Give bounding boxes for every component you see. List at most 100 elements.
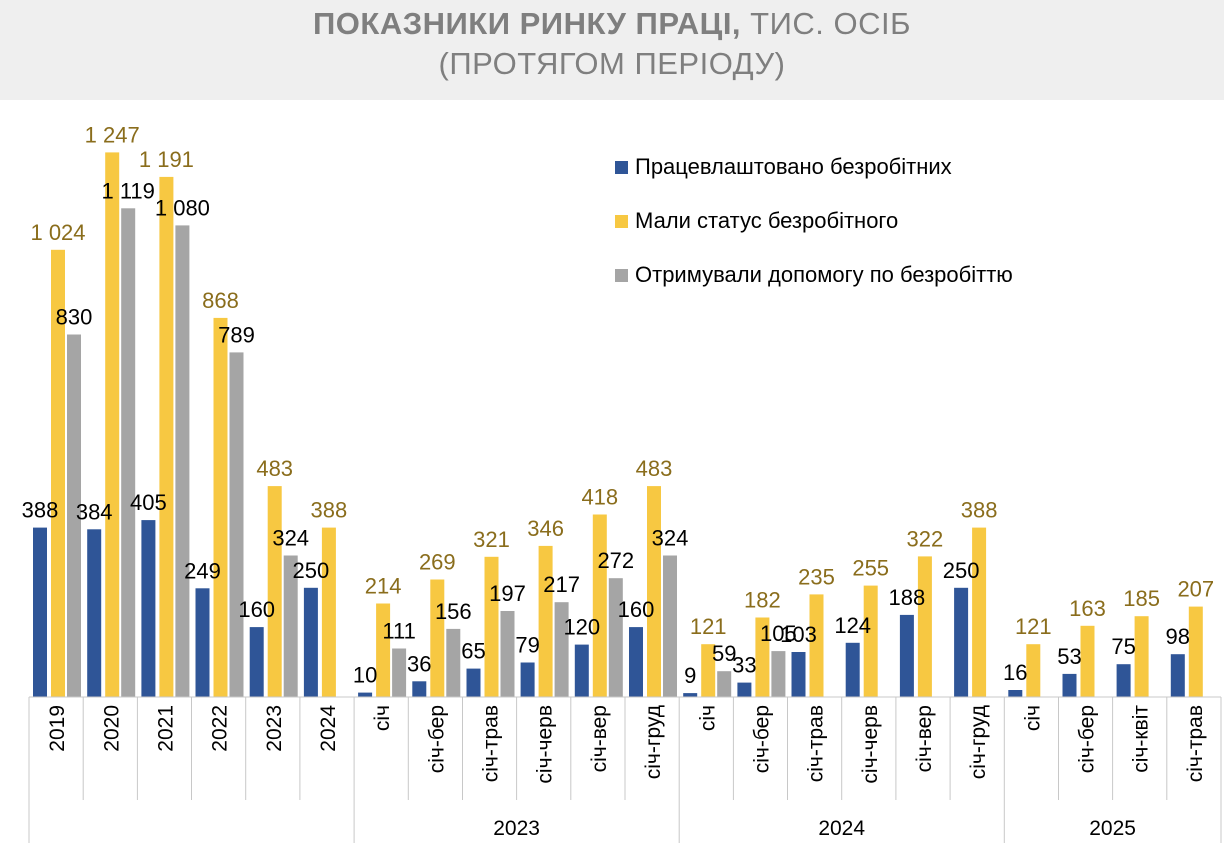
x-tick-label: січ (371, 705, 394, 731)
bar-employed (683, 693, 698, 697)
chart-title-units: ТИС. ОСІБ (741, 6, 911, 41)
data-label-benefit: 324 (272, 526, 309, 551)
data-label-employed: 249 (184, 558, 221, 583)
data-label-status: 322 (907, 526, 944, 551)
bar-benefit (500, 611, 515, 697)
data-label-employed: 75 (1111, 634, 1135, 659)
x-tick-label: 2020 (100, 705, 123, 752)
bar-status (538, 545, 553, 697)
x-tick-label: січ-бер (425, 705, 448, 773)
data-label-benefit: 1 080 (155, 195, 210, 220)
data-label-employed: 16 (1003, 660, 1027, 685)
bar-status (51, 249, 65, 698)
data-label-status: 483 (636, 456, 673, 481)
bar-employed (1008, 690, 1023, 697)
data-label-status: 121 (1015, 614, 1052, 639)
data-label-benefit: 217 (543, 572, 580, 597)
x-tick-label: січ-вер (588, 705, 611, 772)
bar-benefit (446, 628, 461, 697)
x-group-label: 2025 (1089, 817, 1136, 840)
bar-benefit (67, 334, 81, 697)
bar-status (701, 644, 716, 697)
bar-benefit (392, 648, 407, 697)
data-label-benefit: 789 (218, 322, 255, 347)
data-label-status: 269 (419, 550, 456, 575)
bar-status (430, 579, 445, 697)
bar-status (755, 617, 770, 697)
bar-employed (737, 682, 752, 697)
bar-benefit (608, 578, 623, 697)
data-label-employed: 160 (238, 597, 275, 622)
bar-benefit (175, 225, 190, 697)
data-label-employed: 250 (293, 558, 330, 583)
data-label-status: 388 (961, 498, 998, 523)
bar-employed (1062, 673, 1077, 697)
bar-employed (1170, 654, 1185, 697)
chart-title-line-2: (ПРОТЯГОМ ПЕРІОДУ) (438, 46, 786, 81)
bar-employed (845, 642, 860, 697)
data-label-status: 235 (798, 564, 835, 589)
bar-employed (249, 627, 264, 697)
data-label-employed: 65 (461, 639, 485, 664)
x-group-label: 2024 (818, 817, 865, 840)
x-tick-label: 2021 (155, 705, 178, 752)
bar-employed (87, 529, 102, 697)
legend-item-status: Мали статус безробітного (615, 194, 1013, 248)
data-label-employed: 405 (130, 490, 167, 515)
bar-status (1188, 606, 1203, 697)
bar-status (1080, 625, 1095, 697)
x-tick-label: січ-квіт (1130, 705, 1153, 773)
bar-status (484, 556, 499, 697)
data-label-status: 868 (202, 288, 239, 313)
bar-benefit (121, 208, 136, 698)
bar-employed (791, 652, 806, 697)
data-label-status: 163 (1069, 596, 1106, 621)
bar-status (105, 152, 120, 697)
bar-status (1026, 644, 1041, 697)
data-label-employed: 250 (943, 558, 980, 583)
bar-status (972, 527, 987, 697)
data-label-benefit: 830 (56, 305, 93, 330)
data-label-status: 214 (365, 574, 402, 599)
x-tick-label: січ (696, 705, 719, 731)
data-label-status: 1 024 (30, 220, 85, 245)
data-label-employed: 9 (684, 663, 696, 688)
data-label-status: 388 (311, 498, 348, 523)
bar-benefit (663, 555, 677, 697)
data-label-status: 182 (744, 588, 781, 613)
x-tick-label: 2019 (46, 705, 69, 752)
bar-status (1134, 616, 1149, 697)
data-label-status: 418 (581, 485, 618, 510)
bar-status (376, 603, 391, 697)
legend-swatch-status (615, 214, 628, 228)
x-tick-label: 2022 (209, 705, 232, 752)
data-label-employed: 33 (732, 653, 756, 678)
bar-employed (574, 644, 589, 697)
data-label-status: 1 191 (139, 147, 194, 172)
data-label-benefit: 272 (597, 548, 634, 573)
bar-benefit (283, 555, 298, 697)
x-tick-label: січ-бер (1076, 705, 1099, 773)
legend-label-benefit: Отримували допомогу по безробіттю (635, 262, 1013, 287)
title-band: ПОКАЗНИКИ РИНКУ ПРАЦІ, ТИС. ОСІБ (ПРОТЯГ… (0, 0, 1224, 100)
data-label-benefit: 197 (489, 581, 526, 606)
data-label-benefit: 1 119 (101, 178, 154, 203)
bar-employed (466, 668, 481, 697)
data-label-benefit: 156 (435, 599, 472, 624)
x-tick-label: січ-вер (913, 705, 936, 772)
bar-employed (520, 662, 535, 697)
bar-status (159, 176, 174, 697)
bar-status (213, 317, 228, 697)
data-label-status: 185 (1123, 586, 1160, 611)
data-label-benefit: 324 (652, 526, 689, 551)
bar-status (647, 486, 661, 697)
legend-swatch-benefit (615, 268, 628, 282)
bar-benefit (717, 671, 732, 697)
legend-label-employed: Працевлаштовано безробітних (635, 154, 952, 179)
bar-status (917, 556, 932, 697)
x-tick-label: січ-черв (859, 705, 882, 784)
data-label-status: 121 (690, 614, 727, 639)
bar-status (863, 585, 878, 697)
data-label-status: 1 247 (85, 122, 140, 147)
